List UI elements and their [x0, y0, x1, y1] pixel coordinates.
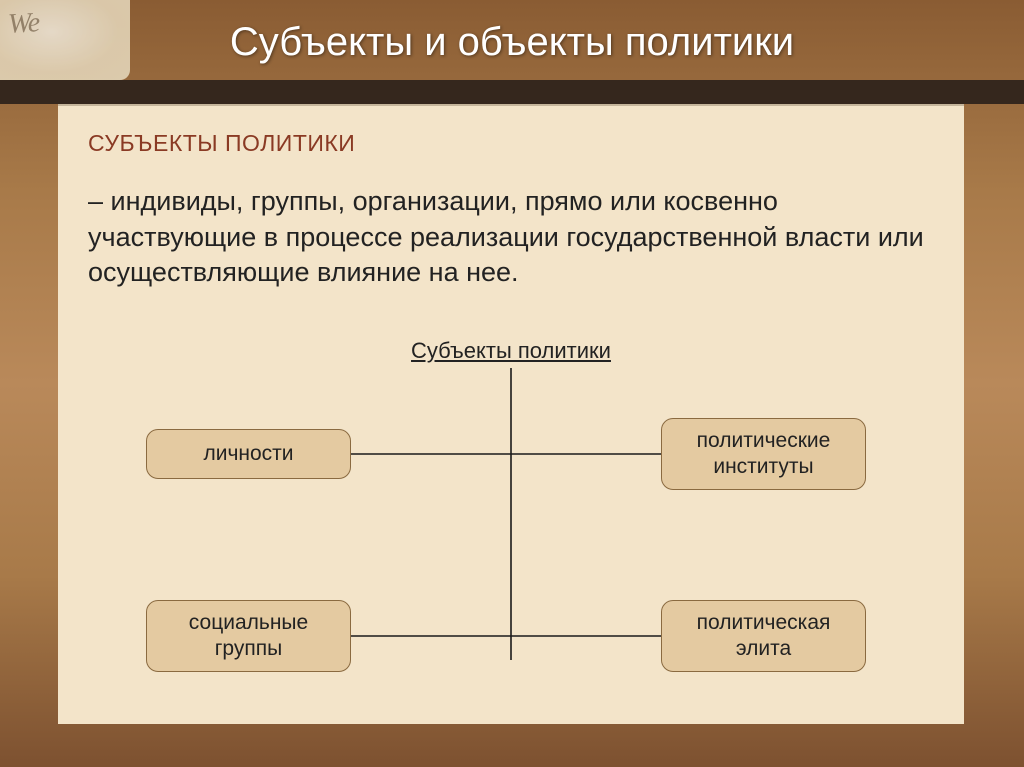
subheading: СУБЪЕКТЫ ПОЛИТИКИ — [88, 130, 355, 157]
definition-text: – индивиды, группы, организации, прямо и… — [88, 184, 934, 291]
header-bar: We Субъекты и объекты политики — [0, 0, 1024, 105]
diagram-node-n2: политическиеинституты — [661, 418, 866, 490]
content-panel: СУБЪЕКТЫ ПОЛИТИКИ – индивиды, группы, ор… — [58, 104, 964, 724]
diagram-node-label: политическиеинституты — [697, 428, 831, 481]
diagram-node-label: социальныегруппы — [189, 610, 308, 663]
diagram-node-n4: политическаяэлита — [661, 600, 866, 672]
diagram: Субъекты политики личностиполитическиеин… — [58, 338, 964, 708]
diagram-node-n3: социальныегруппы — [146, 600, 351, 672]
diagram-node-label: политическаяэлита — [697, 610, 831, 663]
slide-title: Субъекты и объекты политики — [0, 20, 1024, 65]
header-dark-strip — [0, 80, 1024, 104]
diagram-node-n1: личности — [146, 429, 351, 479]
diagram-node-label: личности — [203, 441, 293, 467]
